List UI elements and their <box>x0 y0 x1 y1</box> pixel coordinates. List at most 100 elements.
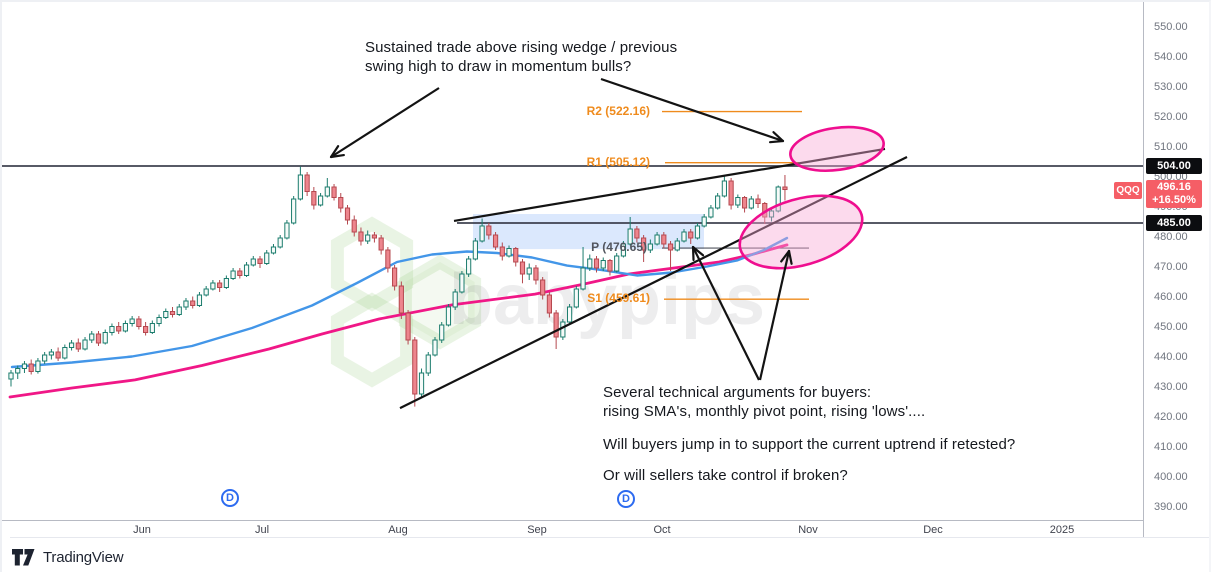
candle-body <box>533 267 539 281</box>
price-axis[interactable]: 550.00540.00530.00520.00510.00500.00490.… <box>1143 2 1209 537</box>
candle-body <box>102 332 108 344</box>
candle-body <box>358 231 364 242</box>
sma-slow-line <box>8 243 789 399</box>
candle-body <box>68 342 75 348</box>
watermark-hexagon <box>330 216 414 312</box>
candle-body <box>15 368 21 374</box>
candle-body <box>243 264 250 276</box>
highlight-ellipse <box>738 194 864 270</box>
arrow-head <box>329 145 340 159</box>
arrow <box>691 245 760 381</box>
candle-body <box>28 363 34 372</box>
candle-body <box>250 258 256 266</box>
watermark-hexagon <box>330 292 414 388</box>
last-price-change: +16.50% <box>1152 194 1196 206</box>
candle-body <box>492 234 499 248</box>
candle-body <box>35 360 41 372</box>
chart-frame-bottom <box>10 537 1209 538</box>
price-tick-label: 390.00 <box>1154 501 1188 513</box>
candle-body <box>304 174 310 192</box>
candle-body <box>75 342 81 350</box>
candle-body <box>129 318 135 324</box>
candle-body <box>55 351 61 359</box>
price-tick-label: 450.00 <box>1154 321 1188 333</box>
tradingview-logo[interactable]: TradingView <box>12 547 124 567</box>
candle-body <box>82 339 88 350</box>
level-504-price-label: 504.00 <box>1146 158 1202 174</box>
price-tick-label: 540.00 <box>1154 51 1188 63</box>
candle-body <box>42 354 48 362</box>
watermark-hexagon <box>398 254 482 350</box>
candle-body <box>392 267 398 287</box>
candle-body <box>688 231 694 239</box>
candle-body <box>627 228 633 245</box>
arrow-line <box>758 250 791 381</box>
candle-body <box>331 186 337 198</box>
candle-body <box>223 278 229 288</box>
candle-body <box>661 234 667 245</box>
candle-body <box>593 258 600 269</box>
time-tick-label: Jun <box>133 524 151 536</box>
candle-body <box>385 249 391 269</box>
candle-body <box>311 191 317 206</box>
candle-body <box>587 258 593 269</box>
candle-body <box>412 339 418 395</box>
tradingview-logo-icon <box>12 548 35 565</box>
dividend-marker[interactable]: D <box>221 489 239 507</box>
time-tick-label: Aug <box>388 524 408 536</box>
candle-body <box>89 333 95 341</box>
time-tick-label: Sep <box>527 524 547 536</box>
candle-body <box>190 300 196 306</box>
level-485-price-label: 485.00 <box>1146 215 1202 231</box>
candle-body <box>506 248 512 257</box>
candle-body <box>398 285 404 314</box>
trendline <box>453 147 886 222</box>
arrow-line <box>692 246 760 381</box>
candle-body <box>546 294 552 314</box>
price-tick-label: 530.00 <box>1154 81 1188 93</box>
candle-body <box>62 347 68 359</box>
time-tick-label: Oct <box>653 524 671 536</box>
arrow-head <box>691 245 705 257</box>
candle-body <box>728 180 734 206</box>
candle-body <box>466 258 472 275</box>
candle-body <box>486 225 492 236</box>
candle-body <box>149 323 155 333</box>
price-tick-label: 460.00 <box>1154 291 1188 303</box>
dividend-marker[interactable]: D <box>617 490 635 508</box>
time-tick-label: Jul <box>254 524 270 536</box>
candle-body <box>48 351 54 356</box>
highlight-ellipse <box>789 125 885 173</box>
arrow-head <box>329 153 345 159</box>
candle-body <box>203 288 209 296</box>
candle-body <box>694 225 701 239</box>
candle-body <box>708 207 714 218</box>
candle-body <box>270 246 277 254</box>
price-chart-plot[interactable]: babypips <box>2 2 1143 520</box>
candle-body <box>768 210 775 218</box>
candle-body <box>755 198 761 204</box>
candle-body <box>560 321 566 338</box>
candle-body <box>405 312 411 341</box>
candle-body <box>654 234 660 245</box>
candle-body <box>418 372 425 395</box>
candle-body <box>634 228 640 239</box>
candle-body <box>169 311 176 315</box>
candle-body <box>715 195 721 209</box>
candle-body <box>264 252 270 264</box>
arrow-line <box>600 77 784 143</box>
time-axis[interactable]: Jun Jul Aug Sep Oct Nov Dec 2025 <box>2 520 1143 537</box>
candle-body <box>782 186 788 191</box>
candle-body <box>513 248 519 263</box>
candle-body <box>371 234 378 239</box>
arrow-head <box>772 131 785 143</box>
candle-body <box>338 197 344 209</box>
arrow-head <box>780 249 791 263</box>
price-tick-label: 480.00 <box>1154 231 1188 243</box>
candle-body <box>176 306 182 315</box>
candle-body <box>472 240 478 260</box>
candle-body <box>566 306 573 323</box>
candle-body <box>641 237 647 251</box>
arrow <box>758 249 793 381</box>
